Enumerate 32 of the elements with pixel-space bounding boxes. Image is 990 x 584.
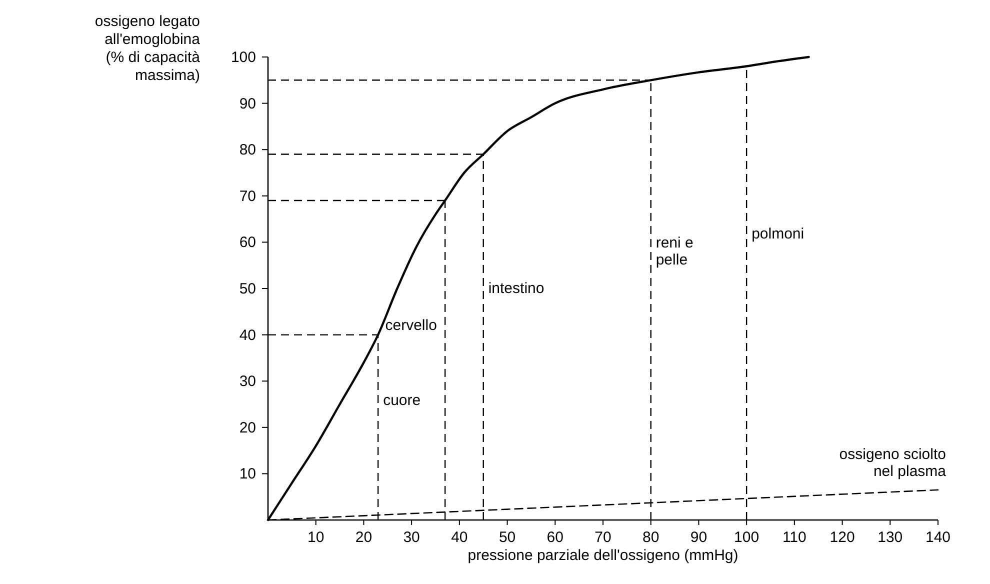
x-tick-label: 80: [642, 529, 660, 546]
y-tick-label: 100: [230, 49, 256, 66]
x-tick-label: 70: [594, 529, 612, 546]
y-tick-label: 70: [239, 188, 256, 205]
ref-line-label: intestino: [488, 280, 544, 298]
y-tick-label: 20: [239, 419, 256, 436]
annotation: cervello: [385, 317, 437, 334]
x-tick-label: 40: [451, 529, 468, 546]
ref-line-label: polmoni: [752, 226, 804, 243]
y-tick-label: 90: [239, 95, 256, 112]
y-tick-label: 80: [239, 142, 256, 159]
x-tick-label: 110: [782, 529, 806, 546]
y-tick-label: 50: [239, 280, 256, 298]
x-tick-label: 50: [498, 529, 516, 546]
y-tick-label: 60: [239, 234, 256, 252]
x-axis-title: pressione parziale dell'ossigeno (mmHg): [468, 547, 738, 564]
y-tick-label: 30: [239, 373, 256, 390]
y-tick-label: 40: [239, 326, 256, 344]
ref-line-label: cuore: [383, 392, 421, 410]
y-tick-label: 10: [239, 466, 256, 483]
x-tick-label: 20: [355, 529, 372, 546]
x-tick-label: 90: [690, 529, 708, 546]
y-axis-title: ossigeno legato all'emoglobina (% di capacità massima): [94, 13, 201, 84]
x-tick-label: 30: [403, 529, 420, 546]
series-label: ossigeno sciolto nel plasma: [839, 446, 947, 480]
x-tick-label: 100: [734, 529, 760, 546]
x-tick-label: 140: [925, 529, 951, 546]
x-tick-label: 120: [830, 529, 855, 546]
ref-line-label: reni e pelle: [656, 234, 694, 268]
x-tick-label: 10: [308, 529, 324, 546]
x-tick-label: 60: [546, 529, 564, 546]
x-tick-label: 130: [878, 529, 903, 546]
